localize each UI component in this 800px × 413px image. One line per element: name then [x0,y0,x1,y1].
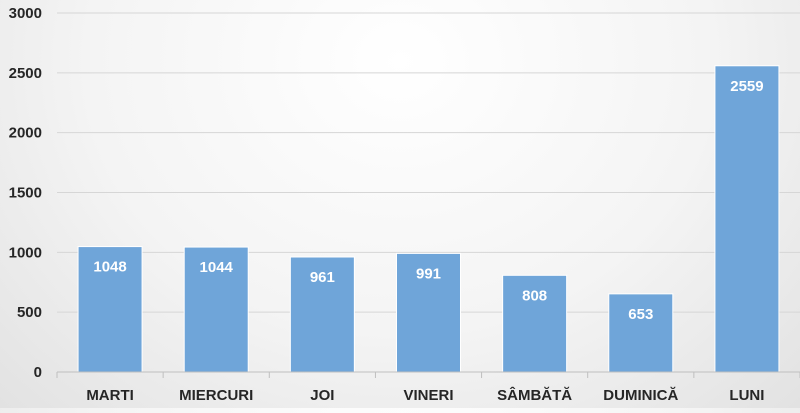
axes [56,371,800,378]
y-tick-label: 2500 [9,65,42,82]
y-tick-label: 1000 [9,244,42,261]
x-tick-label: JOI [310,387,334,404]
y-tick-label: 0 [34,364,42,381]
bar-luni [714,65,780,373]
data-label: 1048 [93,259,126,276]
y-tick-label: 2000 [9,125,42,142]
y-tick-label: 1500 [9,185,42,202]
data-labels: 1048 1044 961 991 808 653 2559 [93,78,763,323]
x-tick-label: SÂMBĂTĂ [497,386,572,404]
data-label: 1044 [200,259,234,276]
x-tick-label: MARTI [86,387,134,404]
x-tick-labels: MARTI MIERCURI JOI VINERI SÂMBĂTĂ DUMINICĂ LUN… [86,386,764,404]
bar-sâmbătă [502,274,568,373]
y-tick-label: 3000 [9,5,42,22]
y-tick-label: 500 [17,304,42,321]
data-label: 961 [310,269,335,286]
bar-joi [289,256,355,373]
bar-vineri [396,252,461,373]
bars [77,65,780,373]
data-label: 2559 [730,78,763,95]
bar-duminică [608,293,674,373]
gridlines [57,12,800,313]
bar-miercuri [183,246,249,373]
data-label: 808 [522,287,547,304]
data-label: 653 [628,306,653,323]
x-tick-label: VINERI [403,387,453,404]
x-tick-label: DUMINICĂ [603,387,678,404]
x-tick-label: LUNI [729,387,764,404]
data-label: 991 [416,265,441,282]
x-tick-label: MIERCURI [179,387,253,404]
y-tick-labels: 0 500 1000 1500 2000 2500 3000 [9,5,42,381]
